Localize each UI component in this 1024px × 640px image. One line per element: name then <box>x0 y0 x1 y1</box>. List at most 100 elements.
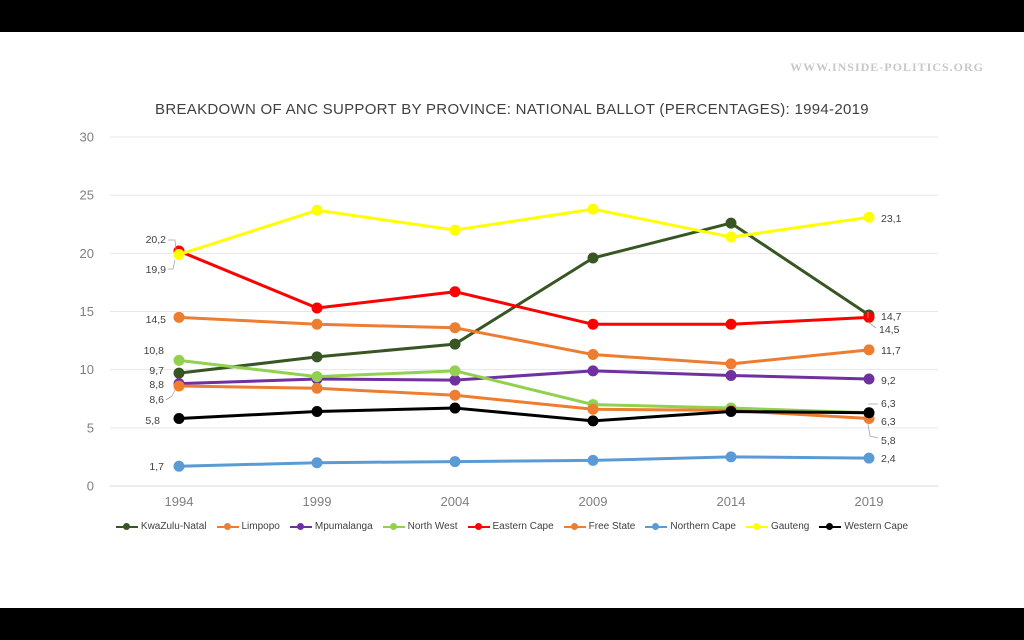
x-tick-label-2019: 2019 <box>855 494 884 509</box>
top-letterbox-bar <box>0 0 1024 32</box>
point-northern-cape-2014 <box>725 451 737 463</box>
legend-item-north-west: North West <box>382 521 458 532</box>
legend-swatch-western-cape <box>819 522 842 532</box>
x-tick-label-2004: 2004 <box>441 494 470 509</box>
leader-line-4 <box>867 321 877 329</box>
data-label-mpumalanga-2019: 9,2 <box>881 375 896 387</box>
legend-swatch-eastern-cape <box>467 522 490 532</box>
data-label-kwazulu-natal-1994: 9,7 <box>149 365 164 377</box>
x-tick-label-2009: 2009 <box>579 494 608 509</box>
point-mpumalanga-2004 <box>449 374 461 386</box>
data-label-kwazulu-natal-2019: 14,7 <box>881 311 902 323</box>
point-mpumalanga-2019 <box>863 373 875 385</box>
point-free-state-1994 <box>173 380 185 392</box>
legend-item-free-state: Free State <box>563 521 636 532</box>
bottom-letterbox-bar <box>0 608 1024 640</box>
point-limpopo-2014 <box>725 358 737 370</box>
legend-swatch-mpumalanga <box>289 522 312 532</box>
series-line-north-west <box>178 358 870 415</box>
point-northern-cape-1999 <box>311 457 323 469</box>
point-limpopo-2019 <box>863 344 875 356</box>
point-gauteng-2019 <box>863 211 875 223</box>
y-tick-label-0: 0 <box>87 479 94 494</box>
leader-line-6 <box>867 423 879 439</box>
point-kwazulu-natal-2004 <box>449 338 461 350</box>
y-tick-label-20: 20 <box>80 246 94 261</box>
point-free-state-2004 <box>449 389 461 401</box>
data-label-gauteng-1994: 19,9 <box>146 264 167 276</box>
point-northern-cape-2004 <box>449 456 461 468</box>
series-line-eastern-cape <box>178 249 870 326</box>
legend-label-northern-cape: Northern Cape <box>670 521 736 532</box>
data-label-western-cape-1994: 5,8 <box>145 415 160 427</box>
data-label-mpumalanga-1994: 8,8 <box>149 379 164 391</box>
leader-line-0 <box>168 239 177 251</box>
y-tick-label-25: 25 <box>80 188 94 203</box>
series-line-western-cape <box>178 406 870 423</box>
legend-item-gauteng: Gauteng <box>745 521 810 532</box>
legend-label-free-state: Free State <box>588 521 636 532</box>
data-labels: 9,714,714,511,78,8 9,210,86,320,214,58,65… <box>144 213 902 473</box>
series-line-kwazulu-natal <box>178 221 870 375</box>
data-label-northern-cape-1994: 1,7 <box>149 461 164 473</box>
y-tick-label-5: 5 <box>87 420 94 435</box>
leader-line-2 <box>165 389 176 401</box>
point-limpopo-2009 <box>587 349 599 361</box>
point-western-cape-2004 <box>449 402 461 414</box>
point-limpopo-2004 <box>449 322 461 334</box>
point-north-west-2004 <box>449 365 461 377</box>
legend-item-eastern-cape: Eastern Cape <box>467 521 554 532</box>
point-gauteng-1999 <box>311 204 323 216</box>
leader-line-1 <box>168 259 176 270</box>
legend-label-limpopo: Limpopo <box>241 521 280 532</box>
legend-item-western-cape: Western Cape <box>819 521 908 532</box>
y-tick-label-15: 15 <box>80 304 94 319</box>
point-gauteng-2009 <box>587 203 599 215</box>
point-kwazulu-natal-2014 <box>725 217 737 229</box>
legend: KwaZulu-Natal Limpopo Mpumalanga North West… <box>0 521 1024 532</box>
point-kwazulu-natal-1994 <box>173 367 185 379</box>
data-label-northern-cape-2019: 2,4 <box>881 453 896 465</box>
legend-swatch-gauteng <box>745 522 768 532</box>
x-tick-label-1994: 1994 <box>165 494 194 509</box>
legend-item-kwazulu-natal: KwaZulu-Natal <box>115 521 207 532</box>
data-label-north-west-1994: 10,8 <box>144 345 165 357</box>
point-western-cape-2014 <box>725 406 737 418</box>
data-label-eastern-cape-1994: 20,2 <box>146 234 167 246</box>
point-gauteng-2014 <box>725 231 737 243</box>
point-free-state-2009 <box>587 403 599 415</box>
data-label-western-cape-2019: 6,3 <box>881 416 896 428</box>
point-western-cape-1999 <box>311 406 323 418</box>
x-tick-label-2014: 2014 <box>717 494 746 509</box>
data-label-free-state-2019: 5,8 <box>881 435 896 447</box>
data-label-eastern-cape-2019: 14,5 <box>879 324 900 336</box>
legend-swatch-limpopo <box>216 522 239 532</box>
data-label-limpopo-1994: 14,5 <box>146 314 167 326</box>
point-mpumalanga-2014 <box>725 369 737 381</box>
legend-item-northern-cape: Northern Cape <box>645 521 736 532</box>
point-limpopo-1994 <box>173 311 185 323</box>
point-eastern-cape-2019 <box>863 311 875 323</box>
data-label-gauteng-2019: 23,1 <box>881 213 902 225</box>
legend-label-gauteng: Gauteng <box>770 521 810 532</box>
point-gauteng-1994 <box>173 248 185 260</box>
y-tick-label-10: 10 <box>80 362 94 377</box>
series-line-limpopo <box>178 315 870 366</box>
legend-label-western-cape: Western Cape <box>844 521 909 532</box>
legend-swatch-north-west <box>382 522 405 532</box>
legend-swatch-northern-cape <box>645 522 668 532</box>
point-eastern-cape-2009 <box>587 318 599 330</box>
series-line-mpumalanga <box>178 369 870 386</box>
legend-label-eastern-cape: Eastern Cape <box>492 521 554 532</box>
chart-title: BREAKDOWN OF ANC SUPPORT BY PROVINCE: NA… <box>155 101 869 118</box>
point-northern-cape-1994 <box>173 460 185 472</box>
x-tick-label-1999: 1999 <box>303 494 332 509</box>
point-limpopo-1999 <box>311 318 323 330</box>
legend-label-mpumalanga: Mpumalanga <box>314 521 373 532</box>
legend-item-mpumalanga: Mpumalanga <box>289 521 373 532</box>
point-kwazulu-natal-2009 <box>587 252 599 264</box>
series-line-northern-cape <box>178 455 870 468</box>
point-western-cape-2009 <box>587 415 599 427</box>
data-label-free-state-1994: 8,6 <box>149 394 164 406</box>
